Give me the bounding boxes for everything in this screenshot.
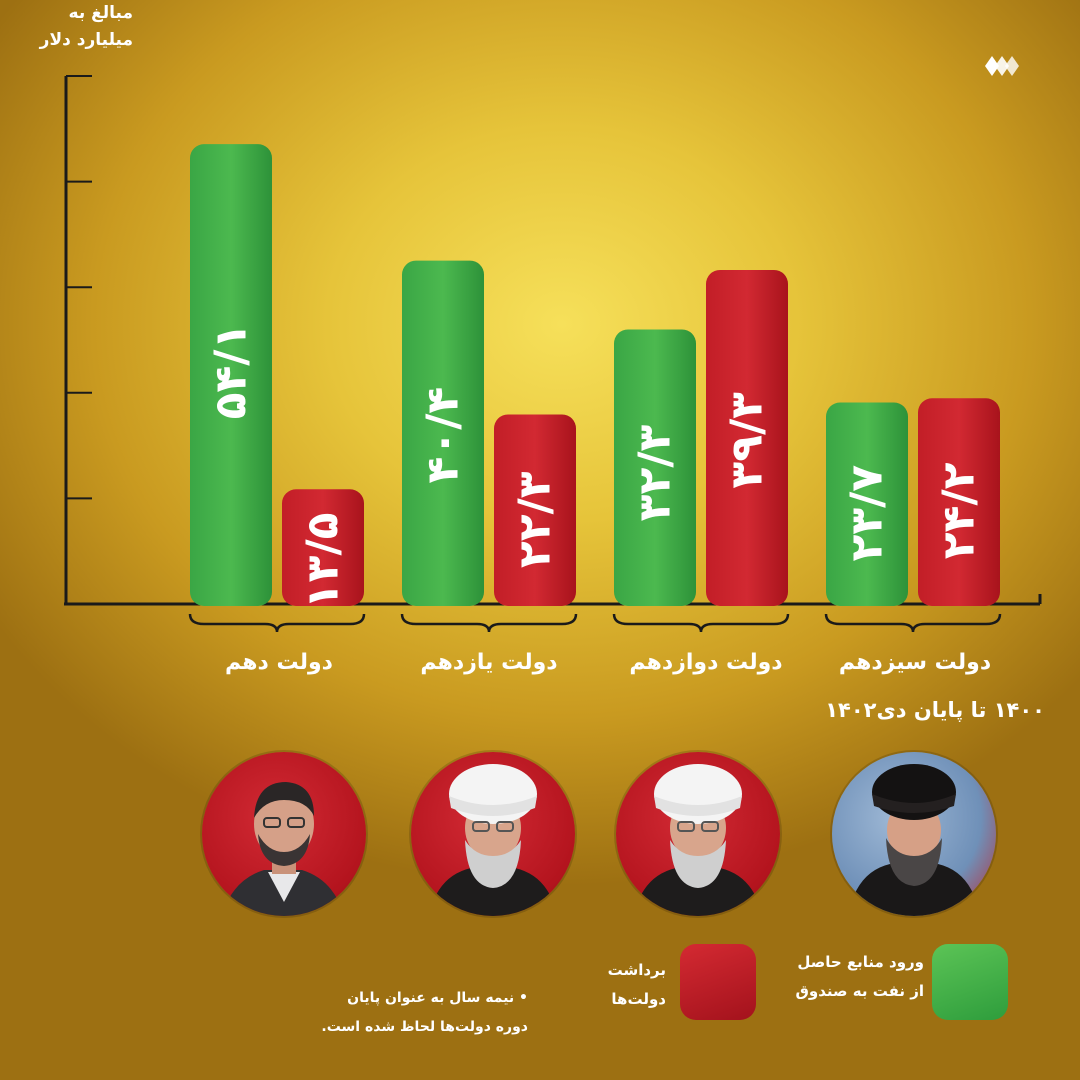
president-portrait-12th bbox=[616, 752, 780, 916]
group-brace-3 bbox=[612, 613, 790, 633]
data-label-withdrawal-2: ۲۲/۳ bbox=[510, 471, 561, 568]
category-label-13th: دولت سیزدهم bbox=[838, 650, 992, 675]
bar-inflow-3 bbox=[614, 329, 696, 606]
data-label-withdrawal-1: ۱۳/۵ bbox=[298, 513, 349, 610]
bar-chart: ۵۴/۱ ۱۳/۵ ۴۰/۴ ۲۲/۳ ۳۲/۳ ۳۹/۳ ۲۳/۷ ۲۴/۲ bbox=[64, 75, 1042, 633]
legend-label-inflow: ورود منابع حاصل از نفت به صندوق bbox=[760, 948, 925, 1006]
president-portrait-10th bbox=[202, 752, 366, 916]
y-axis-label-line-1: مبالغ به bbox=[68, 3, 133, 23]
bar-inflow-1 bbox=[190, 144, 272, 606]
legend-label-withdrawal-line-1: برداشت bbox=[607, 961, 666, 979]
y-axis-label: مبالغ به میلیارد دلار bbox=[8, 0, 133, 54]
category-label-12th: دولت دوازدهم bbox=[629, 650, 783, 675]
data-label-inflow-4: ۲۳/۷ bbox=[842, 465, 893, 562]
bar-inflow-2 bbox=[402, 260, 484, 606]
data-label-inflow-1: ۵۴/۱ bbox=[206, 323, 257, 420]
logo-icon bbox=[985, 56, 1019, 76]
bar-withdrawal-4 bbox=[918, 398, 1000, 606]
category-label-11th: دولت یازدهم bbox=[420, 650, 558, 675]
data-label-withdrawal-3: ۳۹/۳ bbox=[722, 392, 773, 489]
footnote: • نیمه سال به عنوان پایان دوره دولت‌ها ل… bbox=[270, 984, 528, 1042]
legend-swatch-inflow bbox=[932, 944, 1008, 1020]
data-label-inflow-2: ۴۰/۴ bbox=[418, 387, 469, 484]
president-portrait-11th bbox=[411, 752, 575, 916]
legend-label-withdrawal: برداشت دولت‌ها bbox=[576, 956, 666, 1014]
president-portrait-13th bbox=[832, 752, 996, 916]
group-brace-2 bbox=[400, 613, 578, 633]
period-note: ۱۴۰۰ تا پایان دی۱۴۰۲ bbox=[825, 698, 1045, 722]
group-brace-1 bbox=[188, 613, 366, 633]
bar-withdrawal-3 bbox=[706, 269, 788, 606]
category-label-10th: دولت دهم bbox=[225, 650, 333, 675]
legend-label-withdrawal-line-2: دولت‌ها bbox=[611, 990, 666, 1008]
bar-inflow-4 bbox=[826, 402, 908, 606]
data-label-withdrawal-4: ۲۴/۲ bbox=[934, 462, 985, 559]
bar-withdrawal-1 bbox=[282, 489, 364, 606]
legend-label-inflow-line-2: از نفت به صندوق bbox=[795, 982, 925, 1000]
y-axis-label-line-2: میلیارد دلار bbox=[39, 30, 133, 50]
footnote-line-1: • نیمه سال به عنوان پایان bbox=[347, 990, 528, 1006]
data-label-inflow-3: ۳۲/۳ bbox=[630, 425, 681, 522]
legend-label-inflow-line-1: ورود منابع حاصل bbox=[797, 953, 924, 971]
footnote-line-2: دوره دولت‌ها لحاظ شده است. bbox=[321, 1019, 528, 1035]
legend-swatch-withdrawal bbox=[680, 944, 756, 1020]
bar-withdrawal-2 bbox=[494, 414, 576, 606]
group-brace-4 bbox=[824, 613, 1002, 633]
